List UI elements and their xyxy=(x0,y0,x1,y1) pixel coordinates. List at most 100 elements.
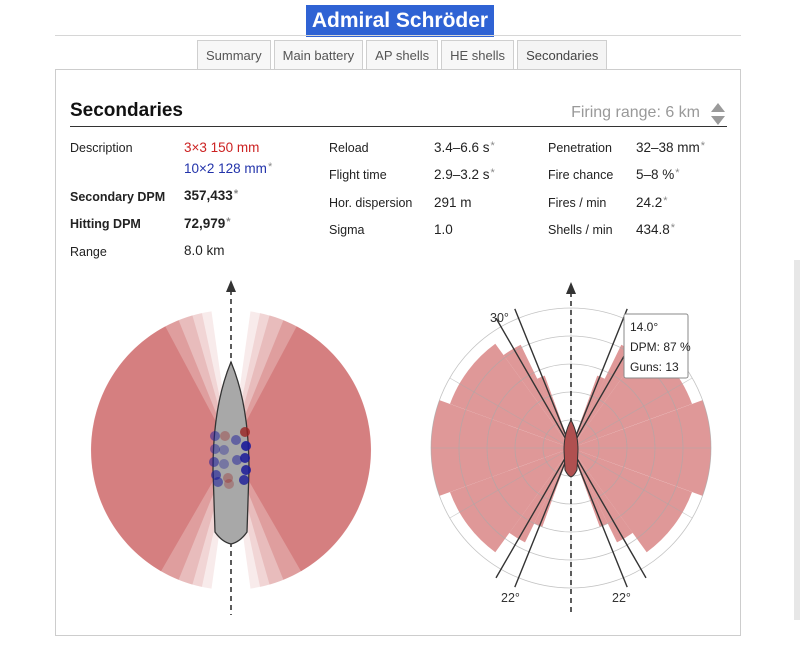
footnote-marker: * xyxy=(267,161,273,173)
gun-mount-dot xyxy=(231,435,241,445)
polar-spoke xyxy=(449,447,572,519)
hitting-dpm-value: 72,979 xyxy=(184,216,226,231)
gun-mounts xyxy=(209,427,251,489)
description-secondary: 10×2 128 mm xyxy=(184,161,267,176)
firing-arc-sector xyxy=(231,315,372,585)
polar-spoke xyxy=(570,447,693,519)
tooltip: 14.0° DPM: 87 % Guns: 13 xyxy=(623,313,691,379)
gun-mount-dot xyxy=(241,441,251,451)
tab-ap-shells[interactable]: AP shells xyxy=(366,40,439,70)
reload-row: 3.4–6.6 s* xyxy=(434,140,495,155)
fires-min-value: 24.2 xyxy=(636,195,663,210)
page-title: Admiral Schröder xyxy=(305,5,495,37)
gun-mount-dot xyxy=(240,453,250,463)
polar-wedge xyxy=(537,375,571,448)
flight-time-label: Flight time xyxy=(329,168,387,182)
angle-label: 22° xyxy=(501,591,520,605)
hitting-dpm-row: 72,979* xyxy=(184,216,231,231)
sigma-value: 1.0 xyxy=(434,222,453,237)
angle-label: 30° xyxy=(490,311,509,325)
section-title: Secondaries xyxy=(70,100,183,121)
tooltip-angle: 14.0° xyxy=(630,320,658,334)
shells-min-label: Shells / min xyxy=(548,223,613,237)
firing-arc-sector xyxy=(91,320,231,580)
firing-arc-sector xyxy=(231,320,371,580)
section-divider xyxy=(70,126,727,127)
angle-label: 22° xyxy=(612,591,631,605)
secondary-dpm-label: Secondary DPM xyxy=(70,190,166,204)
hor-dispersion-value: 291 m xyxy=(434,195,472,210)
fire-chance-label: Fire chance xyxy=(548,168,614,182)
ship-hull-icon xyxy=(563,418,579,478)
gun-mount-dot xyxy=(219,459,229,469)
fires-min-row: 24.2* xyxy=(636,195,668,210)
tooltip-box xyxy=(623,313,689,379)
fires-min-label: Fires / min xyxy=(548,196,607,210)
gun-mount-dot xyxy=(232,455,242,465)
tab-he-shells[interactable]: HE shells xyxy=(441,40,515,70)
range-value: 8.0 km xyxy=(184,243,225,258)
penetration-row: 32–38 mm* xyxy=(636,140,705,155)
firing-arc-sector xyxy=(91,313,231,587)
firing-arc-sector xyxy=(91,311,232,589)
tab-main-battery[interactable]: Main battery xyxy=(273,40,364,70)
sigma-label: Sigma xyxy=(329,223,365,237)
penetration-value: 32–38 mm xyxy=(636,140,700,155)
reload-label: Reload xyxy=(329,141,369,155)
description-secondary-row: 10×2 128 mm* xyxy=(184,161,272,176)
firing-arc-sector xyxy=(91,326,231,572)
footnote-marker: * xyxy=(675,167,680,179)
footnote-marker: * xyxy=(663,195,668,207)
gun-mount-dot xyxy=(223,473,233,483)
scrollbar[interactable] xyxy=(794,260,800,620)
footnote-marker: * xyxy=(490,167,495,179)
heading-arrow-icon xyxy=(566,282,576,294)
shells-min-row: 434.8* xyxy=(636,222,675,237)
flight-time-row: 2.9–3.2 s* xyxy=(434,167,495,182)
hitting-dpm-label: Hitting DPM xyxy=(70,217,141,231)
firing-arc-sector xyxy=(231,326,371,572)
tab-secondaries[interactable]: Secondaries xyxy=(517,40,608,70)
polar-wedge xyxy=(571,448,692,553)
footnote-marker: * xyxy=(233,188,239,200)
fire-chance-row: 5–8 %* xyxy=(636,167,680,182)
gun-mount-dot xyxy=(210,431,220,441)
gun-mount-dot xyxy=(213,477,223,487)
tooltip-dpm: DPM: 87 % xyxy=(630,340,691,354)
tab-bar: Summary Main battery AP shells HE shells… xyxy=(197,40,608,70)
polar-wedge xyxy=(450,343,571,448)
footnote-marker: * xyxy=(490,140,495,152)
penetration-label: Penetration xyxy=(548,141,612,155)
secondary-dpm-row: 357,433* xyxy=(184,188,238,203)
tooltip-guns: Guns: 13 xyxy=(630,360,679,374)
footnote-marker: * xyxy=(226,216,231,228)
polar-dpm-diagram: 30° 22° 22° 14.0° DPM: 87 % Guns: 13 xyxy=(430,282,712,615)
reload-value: 3.4–6.6 s xyxy=(434,140,490,155)
arrow-down-icon xyxy=(711,116,725,125)
ship-hull-icon xyxy=(212,360,250,545)
firing-arc-sectors xyxy=(90,311,372,589)
firing-arc-diagram xyxy=(90,280,372,615)
secondary-dpm-value: 357,433 xyxy=(184,188,233,203)
secondaries-panel: Secondaries Firing range: 6 km Descripti… xyxy=(55,69,741,636)
fire-chance-value: 5–8 % xyxy=(636,167,675,182)
header-divider xyxy=(55,35,741,36)
footnote-marker: * xyxy=(700,140,706,152)
hor-dispersion-label: Hor. dispersion xyxy=(329,196,413,210)
polar-wedge xyxy=(571,344,639,448)
firing-range-label: Firing range: 6 km xyxy=(571,104,700,121)
range-label: Range xyxy=(70,245,107,259)
gun-mount-dot xyxy=(224,479,234,489)
firing-range-stepper[interactable] xyxy=(710,101,726,127)
gun-mount-dot xyxy=(239,475,249,485)
description-primary: 3×3 150 mm xyxy=(184,140,260,155)
polar-wedge xyxy=(450,448,571,553)
gun-mount-dot xyxy=(241,465,251,475)
polar-spoke xyxy=(570,377,693,449)
tab-summary[interactable]: Summary xyxy=(197,40,271,70)
shells-min-value: 434.8 xyxy=(636,222,670,237)
description-label: Description xyxy=(70,141,133,155)
footnote-marker: * xyxy=(670,222,676,234)
heading-arrow-icon xyxy=(226,280,236,292)
firing-arc-sector xyxy=(231,313,371,587)
